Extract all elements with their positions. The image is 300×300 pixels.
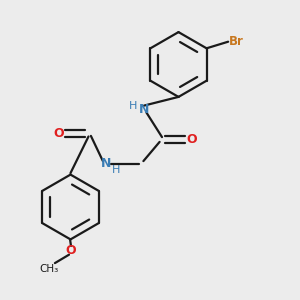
Text: N: N — [139, 103, 149, 116]
Text: H: H — [129, 101, 138, 111]
Text: O: O — [53, 127, 64, 140]
Text: O: O — [65, 244, 76, 257]
Text: N: N — [101, 157, 112, 170]
Text: CH₃: CH₃ — [40, 263, 59, 274]
Text: H: H — [112, 165, 120, 175]
Text: Br: Br — [230, 35, 244, 48]
Text: O: O — [187, 133, 197, 146]
